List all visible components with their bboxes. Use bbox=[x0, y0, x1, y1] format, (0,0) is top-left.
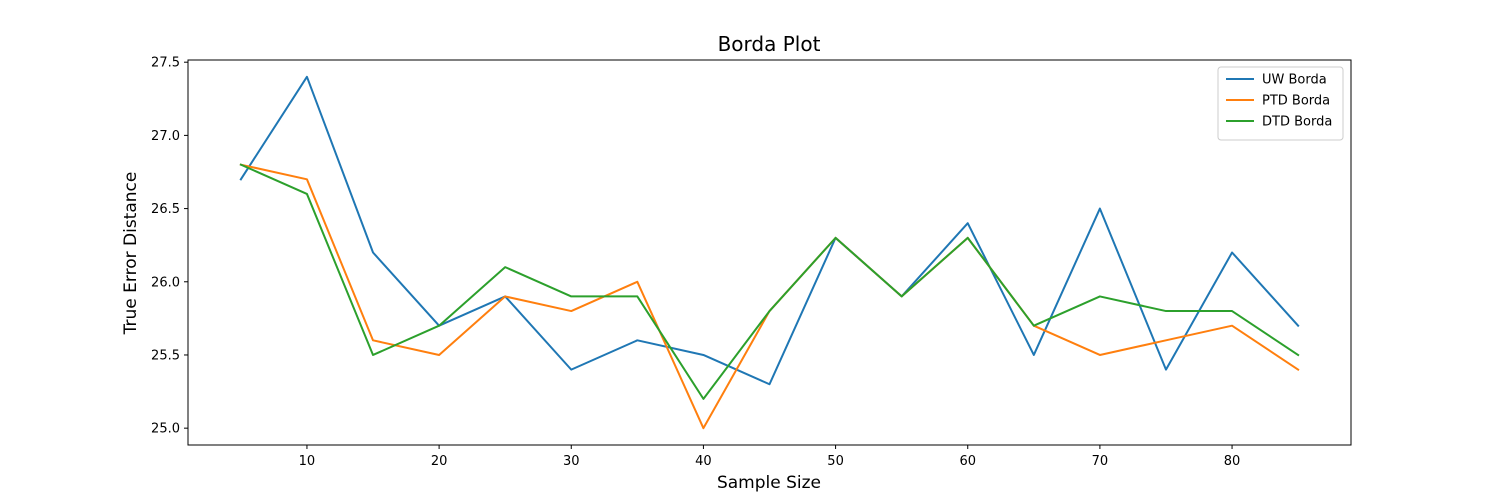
y-tick-label: 25.5 bbox=[151, 348, 180, 363]
x-tick-label: 10 bbox=[299, 454, 316, 469]
x-tick-label: 70 bbox=[1092, 454, 1109, 469]
x-tick-label: 60 bbox=[959, 454, 976, 469]
x-tick-label: 20 bbox=[431, 454, 448, 469]
plot-area bbox=[239, 75, 1300, 430]
x-tick-label: 80 bbox=[1224, 454, 1241, 469]
y-tick-label: 25.0 bbox=[151, 422, 180, 437]
x-tick-label: 30 bbox=[563, 454, 580, 469]
legend-label: UW Borda bbox=[1262, 73, 1327, 88]
chart-title: Borda Plot bbox=[718, 32, 821, 56]
y-tick-label: 27.0 bbox=[151, 129, 180, 144]
legend-label: DTD Borda bbox=[1262, 115, 1332, 130]
x-axis-label: Sample Size bbox=[717, 473, 821, 493]
y-tick-label: 27.5 bbox=[151, 56, 180, 71]
legend: UW Borda PTD Borda DTD Borda bbox=[1217, 66, 1344, 141]
legend-label: PTD Borda bbox=[1262, 94, 1330, 109]
y-tick-label: 26.0 bbox=[151, 275, 180, 290]
y-axis-label: True Error Distance bbox=[121, 172, 141, 336]
y-tick-label: 26.5 bbox=[151, 202, 180, 217]
x-tick-label: 40 bbox=[695, 454, 712, 469]
plot-frame bbox=[187, 59, 1352, 446]
x-tick-label: 50 bbox=[827, 454, 844, 469]
axis-ticks: 10 20 30 40 50 60 70 80 25.0 25.5 26.0 26.5 27.0 27.5 bbox=[151, 56, 1240, 469]
